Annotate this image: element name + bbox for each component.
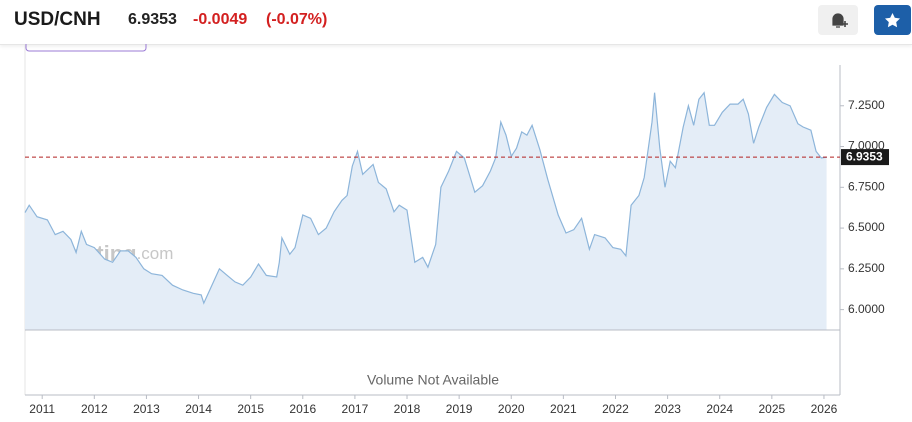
change-percent: (-0.07%) — [266, 11, 328, 28]
y-tick-label: 6.7500 — [848, 179, 885, 193]
price-line — [24, 91, 827, 305]
x-tick-label: 2018 — [394, 402, 421, 416]
x-tick-label: 2024 — [706, 402, 733, 416]
watermark-suffix: .com — [137, 244, 174, 263]
x-tick-label: 2019 — [446, 402, 473, 416]
y-tick-label: 6.5000 — [848, 220, 885, 234]
alert-button[interactable] — [818, 5, 858, 35]
x-tick-label: 2025 — [758, 402, 785, 416]
area-fill — [25, 92, 827, 330]
symbol: USD/CNH — [14, 9, 101, 30]
x-tick-label: 2021 — [550, 402, 577, 416]
bell-icon — [832, 13, 848, 28]
x-tick-label: 2012 — [81, 402, 108, 416]
star-icon — [885, 13, 900, 28]
x-tick-label: 2014 — [185, 402, 212, 416]
x-tick-label: 2022 — [602, 402, 629, 416]
x-tick-label: 2023 — [654, 402, 681, 416]
x-tick-label: 2017 — [342, 402, 369, 416]
watchlist-button[interactable] — [874, 5, 911, 35]
toolbar-fragment — [25, 44, 147, 52]
y-tick-label: 6.2500 — [848, 261, 885, 275]
current-price-tag — [841, 149, 889, 166]
x-tick-label: 2013 — [133, 402, 160, 416]
header: USD/CNH 6.9353 -0.0049 (-0.07%) — [0, 0, 912, 45]
volume-note: Volume Not Available — [367, 372, 499, 388]
x-tick-label: 2026 — [811, 402, 838, 416]
x-tick-label: 2015 — [237, 402, 264, 416]
change: -0.0049 — [193, 11, 248, 28]
x-tick-label: 2020 — [498, 402, 525, 416]
y-tick-label: 7.2500 — [848, 98, 885, 112]
y-tick-label: 6.0000 — [848, 302, 885, 316]
x-tick-label: 2016 — [289, 402, 316, 416]
current-price-label: 6.9353 — [846, 149, 883, 163]
x-tick-label: 2011 — [29, 402, 55, 416]
price: 6.9353 — [128, 11, 177, 28]
